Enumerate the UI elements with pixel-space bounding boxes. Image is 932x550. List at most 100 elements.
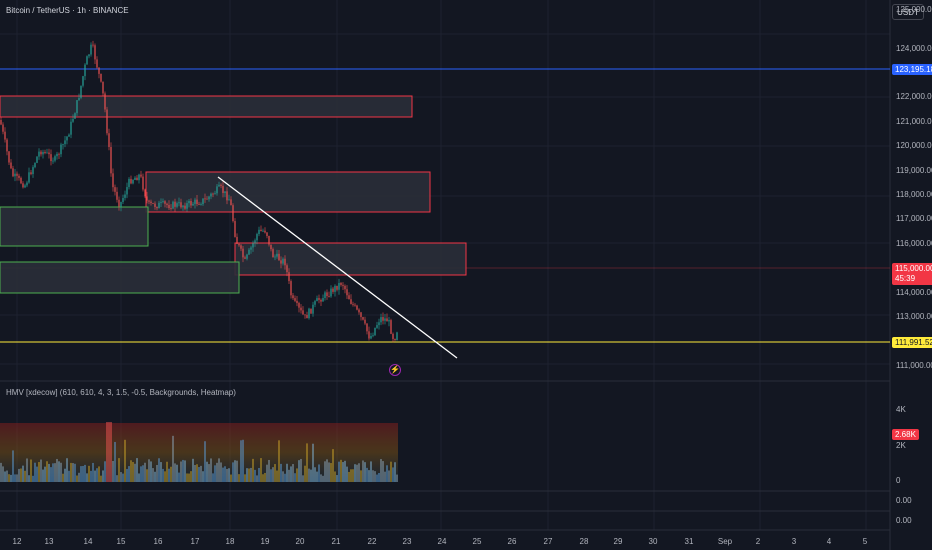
candle bbox=[298, 302, 300, 308]
candle bbox=[94, 45, 96, 60]
volume-bar bbox=[56, 458, 58, 482]
candle bbox=[112, 173, 114, 188]
volume-bar bbox=[86, 473, 88, 482]
volume-bar bbox=[160, 462, 162, 482]
candle bbox=[238, 243, 240, 246]
volume-bar bbox=[344, 460, 346, 482]
time-tick: 17 bbox=[190, 537, 200, 546]
candle bbox=[216, 186, 218, 194]
candle bbox=[56, 153, 58, 157]
time-tick: 4 bbox=[826, 537, 832, 546]
candle bbox=[278, 253, 280, 261]
volume-bar bbox=[80, 466, 82, 482]
candle bbox=[206, 198, 208, 200]
volume-bar bbox=[272, 467, 274, 482]
volume-bar bbox=[96, 468, 98, 482]
candle bbox=[26, 182, 28, 186]
candle bbox=[194, 199, 196, 204]
volume-bar bbox=[124, 439, 126, 482]
candle bbox=[116, 191, 118, 200]
currency-button[interactable]: USDT bbox=[892, 4, 924, 20]
volume-bar bbox=[352, 469, 354, 482]
volume-bar bbox=[132, 462, 134, 482]
supply-zone-3 bbox=[234, 242, 467, 276]
candle bbox=[326, 292, 328, 297]
candle bbox=[314, 301, 316, 305]
volume-bar bbox=[136, 458, 138, 482]
candle bbox=[32, 167, 34, 175]
candle bbox=[392, 333, 394, 339]
candle bbox=[130, 178, 132, 184]
volume-bar bbox=[378, 473, 380, 482]
candle bbox=[300, 307, 302, 311]
volume-bar bbox=[36, 466, 38, 482]
candle bbox=[344, 285, 346, 290]
volume-bar bbox=[252, 458, 254, 482]
current-price-value: 115,000.00 bbox=[895, 264, 932, 273]
supply-zone-1 bbox=[0, 95, 413, 118]
candle bbox=[390, 320, 392, 334]
candle bbox=[36, 156, 38, 163]
candle bbox=[258, 229, 260, 235]
volume-bar bbox=[102, 470, 104, 482]
candle bbox=[366, 323, 368, 332]
candle bbox=[74, 113, 76, 119]
volume-bar bbox=[30, 459, 32, 482]
candle bbox=[42, 151, 44, 155]
volume-bar bbox=[198, 467, 200, 482]
candle bbox=[288, 272, 290, 282]
lightning-icon[interactable]: ⚡ bbox=[389, 364, 401, 376]
candle bbox=[394, 338, 396, 341]
candle bbox=[304, 314, 306, 316]
candle bbox=[202, 198, 204, 205]
candle bbox=[108, 133, 110, 147]
candle bbox=[230, 199, 232, 206]
price-tick: 117,000.00 bbox=[896, 214, 932, 223]
time-tick: 3 bbox=[791, 537, 797, 546]
volume-bar bbox=[228, 468, 230, 482]
volume-bar bbox=[88, 465, 90, 482]
candle bbox=[18, 175, 20, 178]
volume-bar bbox=[100, 475, 102, 482]
time-tick: 2 bbox=[755, 537, 761, 546]
volume-bar bbox=[190, 471, 192, 482]
volume-bar bbox=[200, 465, 202, 482]
time-tick: 26 bbox=[507, 537, 517, 546]
candle bbox=[174, 201, 176, 207]
candle bbox=[350, 299, 352, 304]
candle bbox=[80, 85, 82, 98]
volume-bar bbox=[212, 473, 214, 482]
candle bbox=[270, 244, 272, 250]
candle bbox=[180, 202, 182, 208]
time-tick: 14 bbox=[83, 537, 93, 546]
indicator-label[interactable]: HMV [xdecow] (610, 610, 4, 3, 1.5, -0.5,… bbox=[6, 388, 236, 397]
volume-bar bbox=[370, 461, 372, 482]
candle bbox=[78, 97, 80, 101]
candle bbox=[214, 193, 216, 195]
volume-bar bbox=[230, 474, 232, 482]
candle bbox=[386, 318, 388, 322]
candle bbox=[296, 300, 298, 303]
volume-bar bbox=[174, 463, 176, 482]
price-tick: 113,000.00 bbox=[896, 312, 932, 321]
candle bbox=[198, 204, 200, 205]
time-tick: 30 bbox=[648, 537, 658, 546]
symbol-title[interactable]: Bitcoin / TetherUS · 1h · BINANCE bbox=[6, 6, 129, 15]
volume-bar bbox=[52, 463, 54, 482]
time-tick: 31 bbox=[684, 537, 694, 546]
demand-zone-1 bbox=[0, 206, 149, 247]
volume-bar bbox=[280, 463, 282, 482]
volume-bar bbox=[394, 462, 396, 482]
candle bbox=[150, 201, 152, 204]
volume-bar bbox=[380, 459, 382, 482]
candle bbox=[302, 310, 304, 315]
candle bbox=[284, 258, 286, 266]
volume-bar bbox=[46, 461, 48, 482]
blue-level-badge: 123,195.18 bbox=[892, 64, 932, 75]
sub-pane-1-value: 0.00 bbox=[896, 496, 912, 505]
candle bbox=[222, 185, 224, 193]
candle bbox=[332, 288, 334, 292]
bar-countdown: 45:39 bbox=[895, 274, 916, 283]
